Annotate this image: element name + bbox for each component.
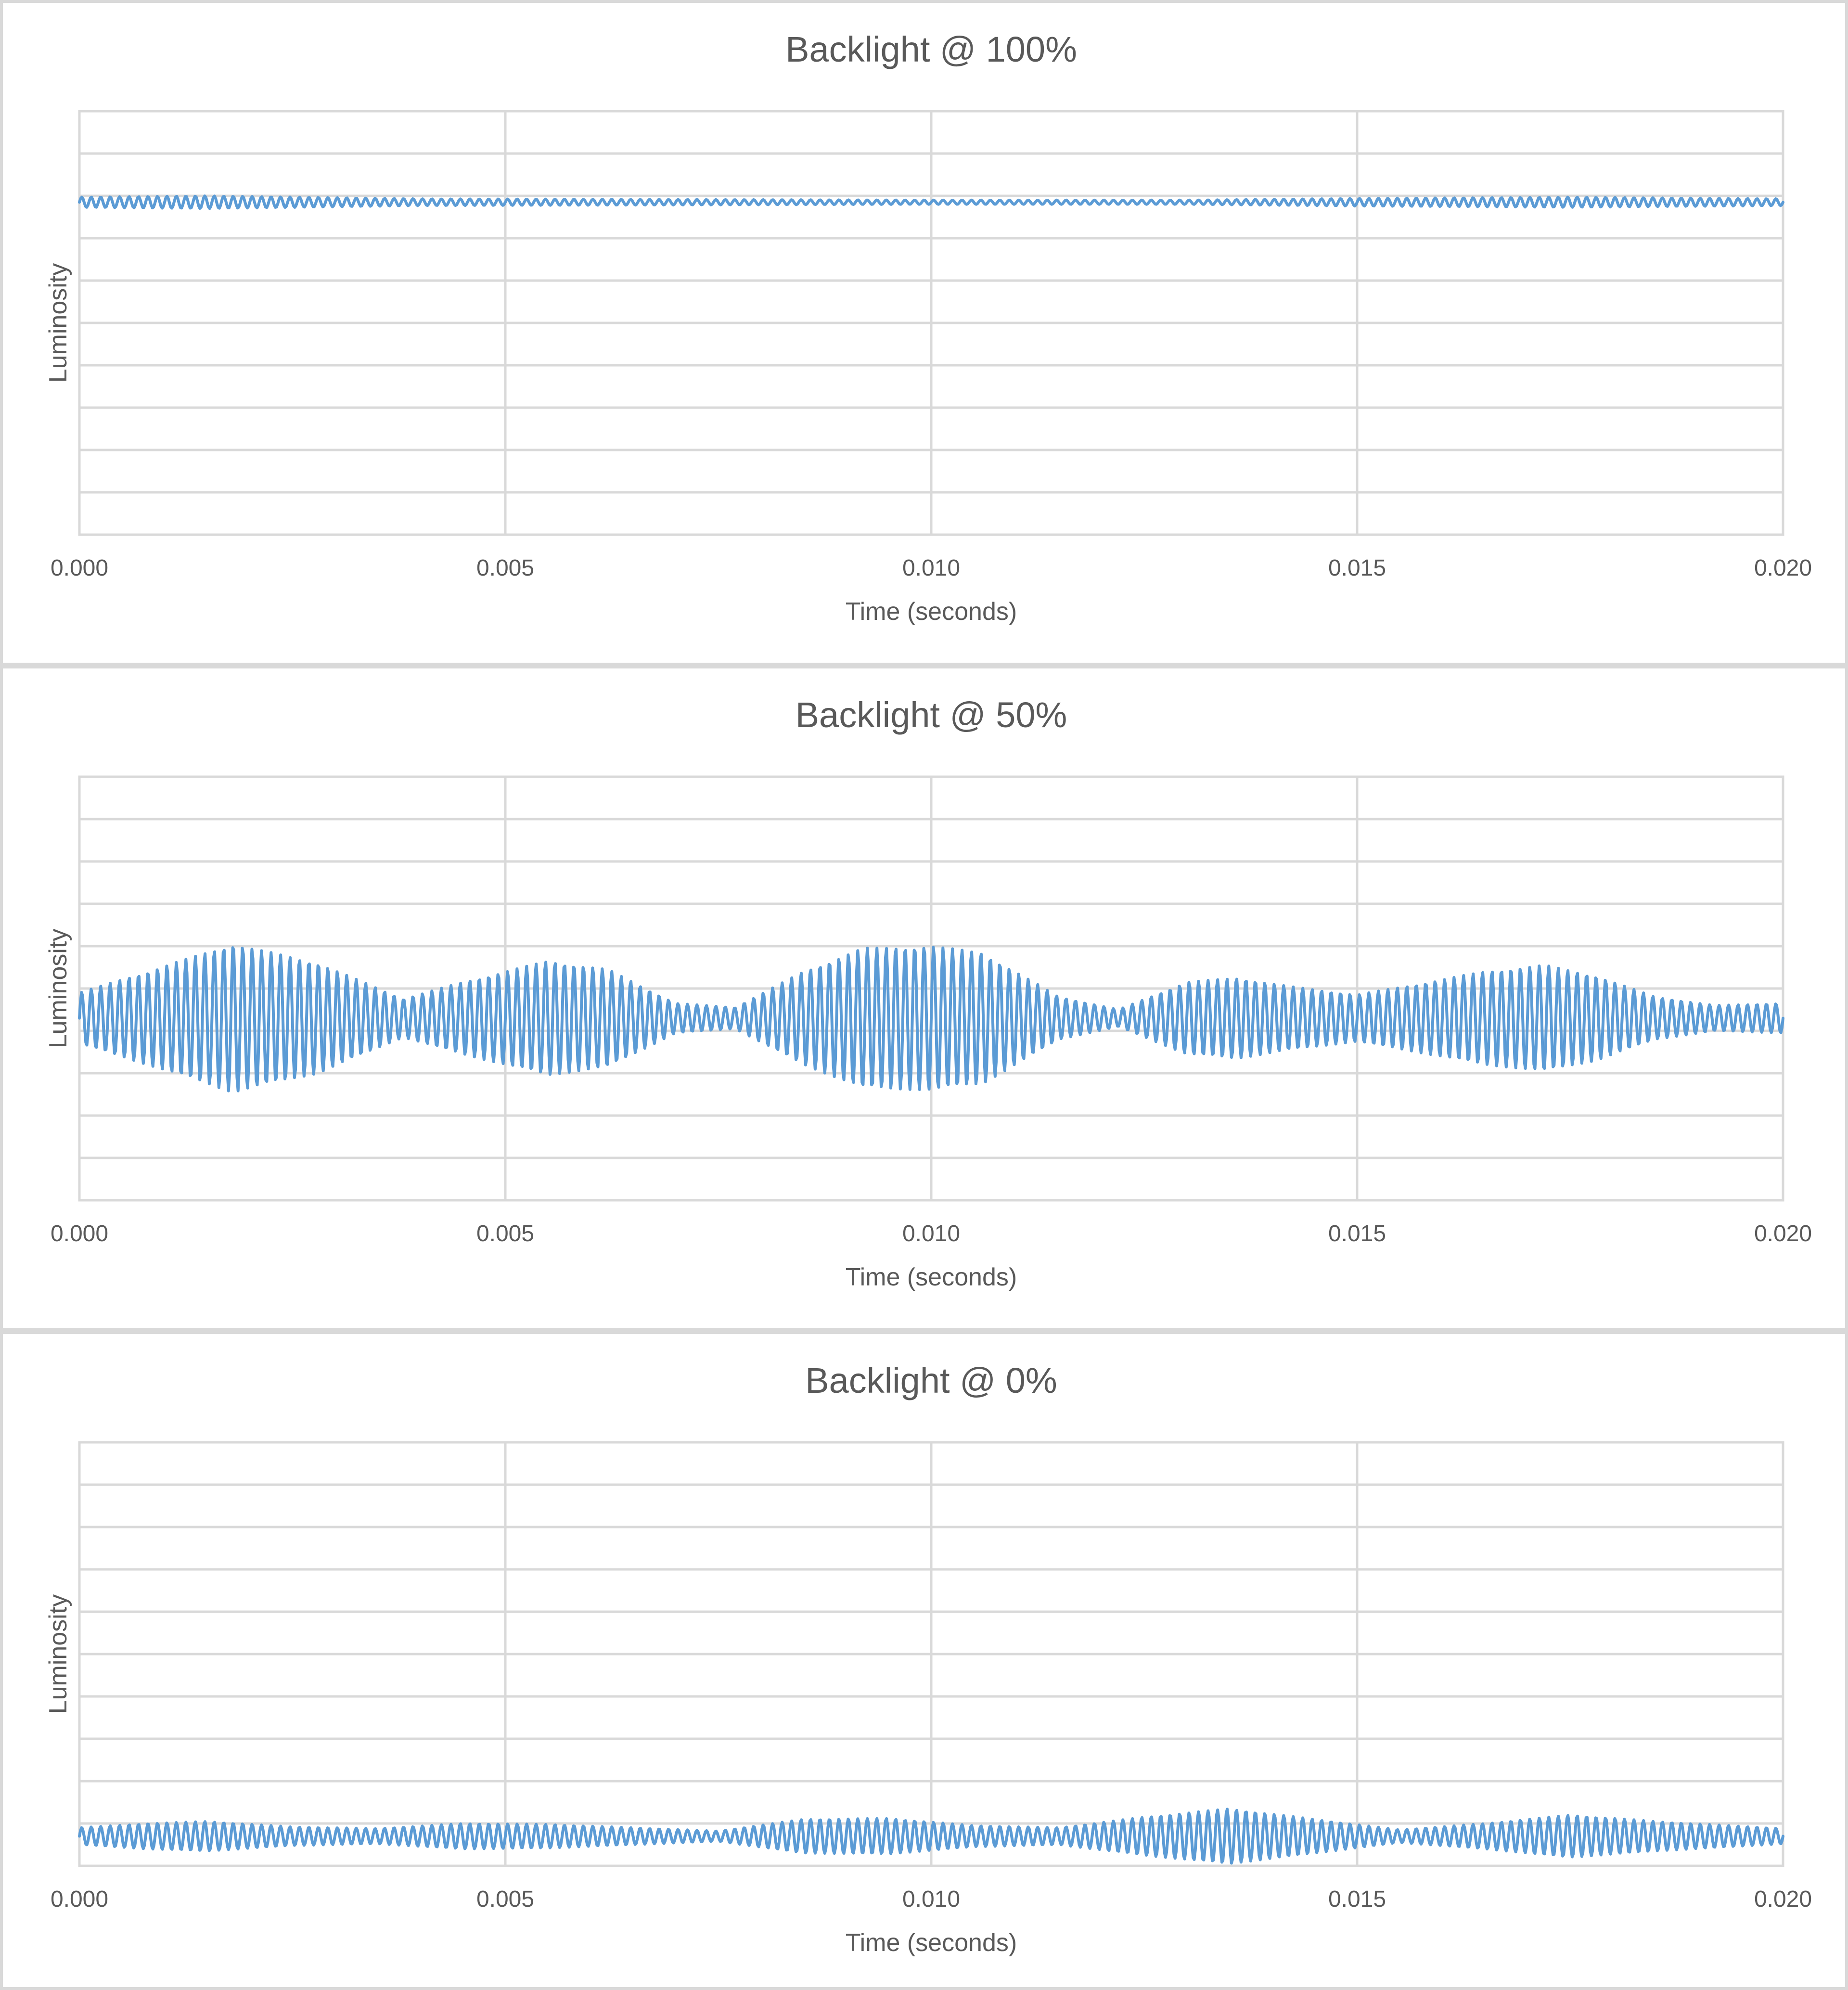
x-tick-label: 0.015 <box>1328 1221 1386 1246</box>
x-tick-label: 0.000 <box>51 555 108 581</box>
chart-title: Backlight @ 0% <box>805 1361 1057 1400</box>
x-tick-label: 0.010 <box>902 555 960 581</box>
x-tick-label: 0.005 <box>476 1221 534 1246</box>
x-tick-label: 0.000 <box>51 1887 108 1912</box>
luminosity-series-line <box>78 194 1784 210</box>
y-axis-label: Luminosity <box>44 1594 72 1714</box>
x-tick-label: 0.020 <box>1754 555 1812 581</box>
x-tick-label: 0.010 <box>902 1887 960 1912</box>
chart-title: Backlight @ 50% <box>796 695 1067 735</box>
x-axis-label: Time (seconds) <box>846 1929 1017 1957</box>
x-tick-label: 0.005 <box>476 1887 534 1912</box>
chart-title: Backlight @ 100% <box>785 29 1077 69</box>
x-axis-label: Time (seconds) <box>846 598 1017 626</box>
x-tick-label: 0.000 <box>51 1221 108 1246</box>
chart-panel: Backlight @ 50% 0.000 0.005 0.010 0.015 0.020… <box>0 666 1848 1331</box>
x-tick-label: 0.015 <box>1328 555 1386 581</box>
y-axis-label: Luminosity <box>44 263 72 383</box>
x-tick-label: 0.020 <box>1754 1887 1812 1912</box>
x-tick-label: 0.015 <box>1328 1887 1386 1912</box>
y-axis-label: Luminosity <box>44 929 72 1049</box>
x-tick-label: 0.005 <box>476 555 534 581</box>
chart-panel: Backlight @ 100% 0.000 0.005 0.010 0.015 0.02… <box>0 0 1848 666</box>
x-tick-label: 0.020 <box>1754 1221 1812 1246</box>
luminosity-series-line <box>78 946 1784 1092</box>
x-tick-label: 0.010 <box>902 1221 960 1246</box>
luminosity-series-line <box>78 1808 1784 1865</box>
chart-panel: Backlight @ 0% 0.000 0.005 0.010 0.015 0.020 T… <box>0 1331 1848 1990</box>
x-axis-label: Time (seconds) <box>846 1263 1017 1291</box>
